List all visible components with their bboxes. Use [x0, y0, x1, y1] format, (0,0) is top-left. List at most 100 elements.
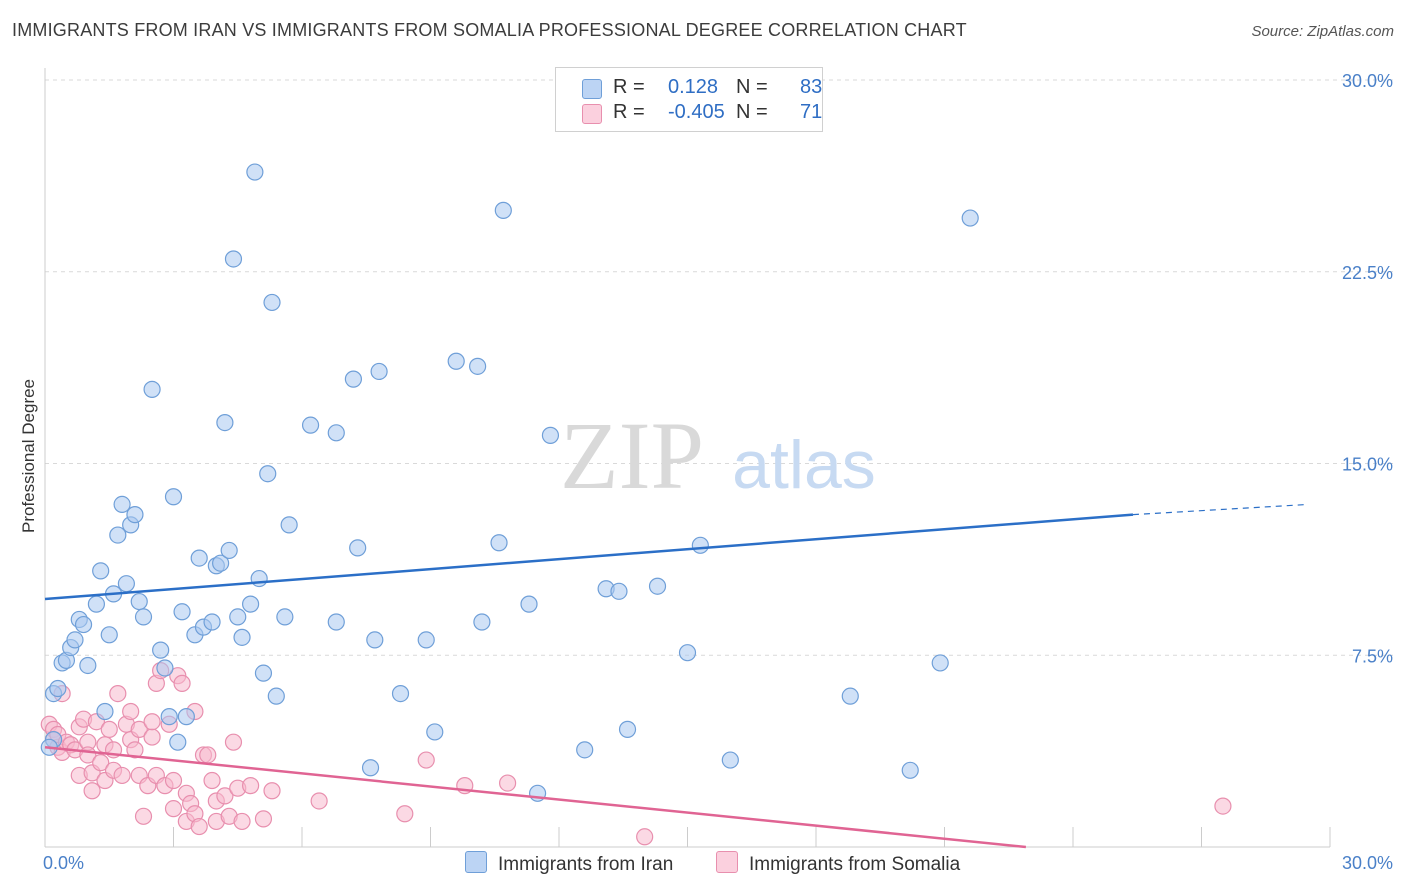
iran-point-74: [691, 536, 709, 554]
iran-point-73: [678, 644, 697, 662]
somalia-point-32: [134, 807, 153, 825]
axes: [44, 68, 1331, 848]
somalia-point-27: [122, 702, 140, 721]
iran-point-52: [344, 370, 362, 388]
iran-point-36: [224, 250, 243, 268]
iran-swatch: [582, 79, 602, 99]
correlation-legend: R = 0.128 N = 83 R = -0.405 N = 71: [555, 67, 823, 132]
iran-point-72: [648, 577, 667, 595]
iran-point-68: [576, 741, 594, 759]
iran-point-80: [961, 209, 979, 227]
iran-point-44: [259, 465, 277, 483]
somalia-point-56: [216, 787, 234, 805]
iran-point-67: [541, 426, 560, 444]
iran-point-16: [117, 575, 135, 593]
iran-point-27: [173, 603, 191, 621]
iran-point-53: [349, 539, 367, 557]
somalia-point-16: [83, 782, 101, 800]
iran-point-21: [143, 380, 161, 398]
iran-point-8: [74, 615, 93, 634]
iran-point-14: [109, 526, 127, 544]
iran-point-64: [494, 201, 512, 219]
iran-point-65: [520, 595, 538, 613]
source-label: Source: ZipAtlas.com: [1251, 23, 1394, 40]
somalia-point-62: [254, 810, 273, 828]
somalia-trend-line: [44, 746, 1027, 849]
iran-n-label: N =: [736, 76, 768, 98]
iran-point-34: [212, 554, 230, 572]
iran-point-28: [177, 708, 195, 726]
iran-point-57: [391, 684, 410, 703]
somalia-point-63: [263, 782, 281, 800]
iran-point-49: [301, 416, 320, 434]
iran-point-35: [216, 413, 234, 432]
somalia-point-35: [143, 713, 161, 731]
gridlines: [45, 79, 1393, 656]
iran-point-59: [426, 723, 444, 741]
iran-point-43: [254, 664, 273, 682]
iran-r-label: R =: [613, 76, 645, 98]
iran-point-18: [126, 506, 144, 524]
iran-point-30: [190, 549, 208, 567]
somalia-r-label: R =: [613, 101, 645, 123]
iran-r-value: 0.128: [668, 76, 719, 98]
iran-point-75: [721, 751, 739, 769]
somalia-point-41: [164, 771, 183, 790]
somalia-point-66: [417, 751, 435, 769]
somalia-point-44: [173, 674, 191, 692]
iran-point-71: [618, 720, 637, 738]
watermark-zip: ZIP: [560, 402, 704, 509]
legend-somalia-label: Immigrants from Somalia: [749, 854, 961, 875]
iran-point-62: [473, 613, 491, 631]
somalia-point-21: [100, 720, 118, 738]
iran-trend-line: [44, 513, 1134, 601]
iran-point-70: [610, 582, 628, 600]
somalia-point-50: [190, 817, 208, 836]
iran-point-10: [87, 595, 106, 613]
somalia-point-69: [636, 828, 654, 846]
iran-point-20: [134, 608, 153, 626]
iran-point-79: [931, 654, 949, 672]
somalia-point-24: [109, 684, 127, 703]
iran-point-1: [49, 679, 67, 698]
iran-point-38: [229, 608, 247, 626]
iran-point-6: [66, 631, 84, 649]
somalia-r-value: -0.405: [668, 101, 725, 123]
iran-point-60: [447, 352, 465, 370]
iran-point-54: [361, 759, 380, 777]
iran-n-value: 83: [800, 76, 823, 98]
x-tick-label-min: 0.0%: [43, 853, 84, 873]
somalia-point-60: [233, 812, 251, 831]
iran-point-63: [490, 534, 508, 552]
iran-point-39: [233, 628, 251, 646]
somalia-point-29: [126, 741, 144, 759]
somalia-point-65: [396, 805, 414, 823]
somalia-series: [40, 661, 1232, 846]
iran-point-51: [327, 424, 345, 442]
iran-point-25: [164, 488, 183, 506]
y-tick-label-0: 7.5%: [1352, 646, 1393, 666]
iran-point-46: [267, 687, 285, 705]
legend-iran-swatch: [465, 851, 487, 873]
iran-point-48: [280, 516, 298, 534]
somalia-point-25: [113, 766, 131, 785]
y-tick-label-3: 30.0%: [1342, 71, 1393, 91]
y-tick-label-2: 22.5%: [1342, 263, 1393, 283]
iran-point-55: [366, 631, 384, 649]
somalia-point-34: [143, 728, 161, 746]
somalia-point-68: [499, 774, 517, 792]
iran-series: [40, 112, 979, 802]
legend-item-somalia: Immigrants from Somalia: [716, 851, 960, 876]
iran-point-12: [100, 626, 118, 644]
x-tick-label-max: 30.0%: [1342, 853, 1393, 873]
y-tick-label-1: 15.0%: [1342, 455, 1393, 475]
iran-point-32: [203, 613, 221, 631]
iran-point-78: [901, 761, 919, 779]
iran-point-82: [96, 702, 114, 721]
somalia-point-18: [92, 754, 110, 772]
somalia-point-52: [199, 746, 217, 764]
somalia-point-70: [1214, 797, 1232, 815]
iran-point-22: [152, 641, 170, 659]
iran-point-41: [246, 163, 264, 181]
